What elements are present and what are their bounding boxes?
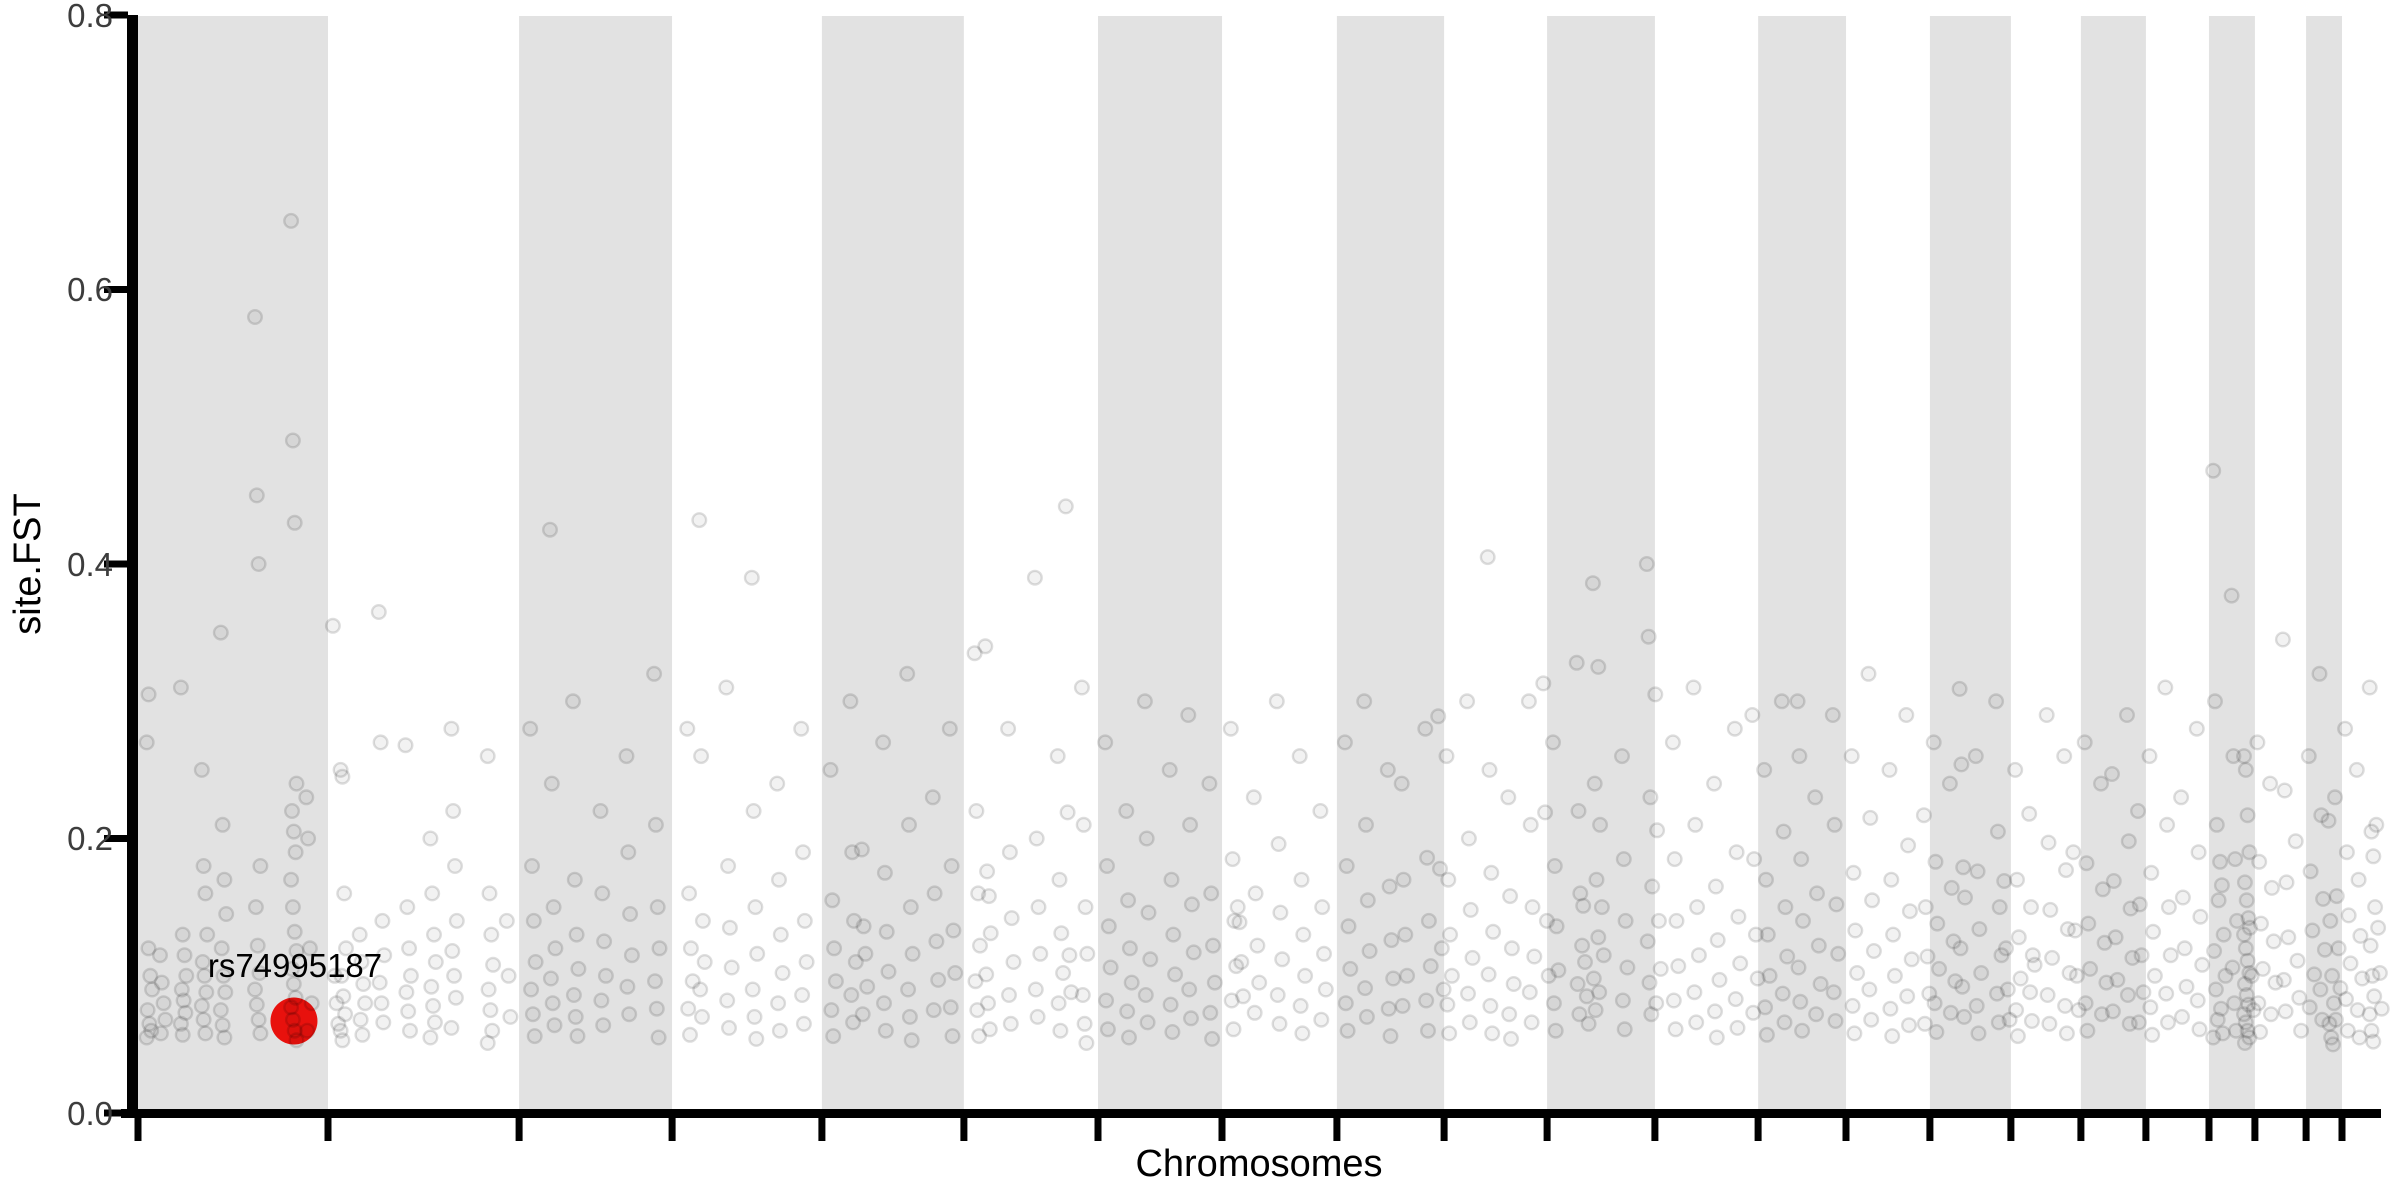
y-axis-ticks xyxy=(104,11,128,1117)
y-tick-label-0.6: 0.6 xyxy=(67,271,113,308)
chromosome-bands xyxy=(138,16,2342,1109)
highlighted-snp-point xyxy=(270,997,318,1045)
x-axis-line xyxy=(121,1109,2381,1118)
scatter-points xyxy=(138,212,2390,1053)
y-tick-label-0.4: 0.4 xyxy=(67,546,113,583)
y-tick-label-0.0: 0.0 xyxy=(67,1095,113,1132)
y-axis-tick-labels: 0.0 0.2 0.4 0.6 0.8 xyxy=(67,0,113,1132)
y-axis-line xyxy=(127,15,138,1118)
snp-annotation-label: rs74995187 xyxy=(208,947,382,984)
axes xyxy=(104,11,2381,1141)
x-axis-title: Chromosomes xyxy=(1135,1143,1382,1185)
y-tick-label-0.8: 0.8 xyxy=(67,0,113,34)
y-tick-label-0.2: 0.2 xyxy=(67,820,113,857)
x-axis-ticks xyxy=(134,1118,2346,1141)
y-axis-title: site.FST xyxy=(7,493,49,634)
